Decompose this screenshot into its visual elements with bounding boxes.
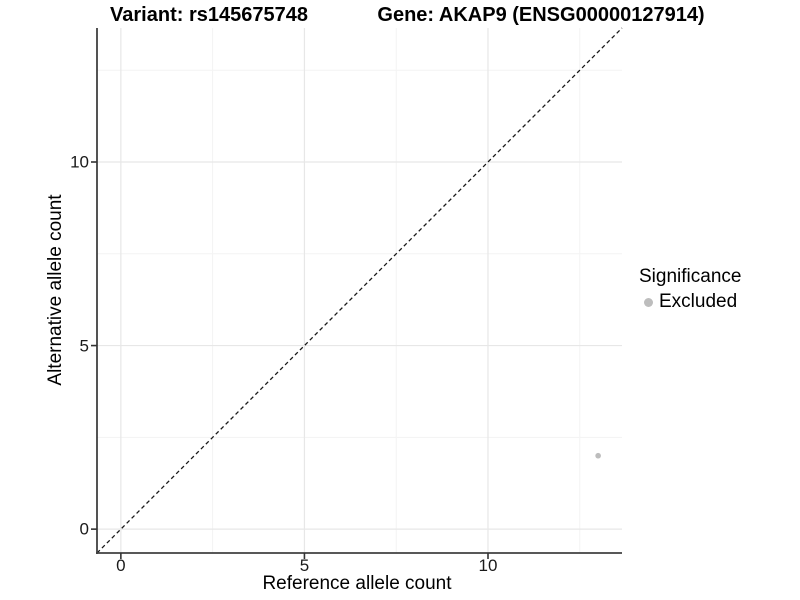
y-tick-label: 5 — [79, 336, 89, 356]
x-axis-title: Reference allele count — [262, 573, 452, 594]
x-tick-label: 10 — [478, 556, 498, 575]
legend-point-icon — [644, 297, 653, 307]
legend-item-label: Excluded — [659, 291, 738, 312]
identity-line — [96, 27, 623, 554]
variant-title: Variant: rs145675748 — [110, 4, 308, 26]
legend: Significance Excluded — [639, 266, 741, 313]
y-tick-label: 0 — [79, 519, 89, 539]
legend-item-excluded: Excluded — [639, 291, 741, 313]
data-point-excluded — [595, 452, 601, 459]
x-tick-label: 0 — [116, 556, 126, 575]
y-tick-label: 10 — [70, 152, 89, 172]
gene-title: Gene: AKAP9 (ENSG00000127914) — [377, 4, 705, 26]
x-tick-label: 5 — [299, 556, 310, 575]
legend-title: Significance — [639, 266, 742, 287]
